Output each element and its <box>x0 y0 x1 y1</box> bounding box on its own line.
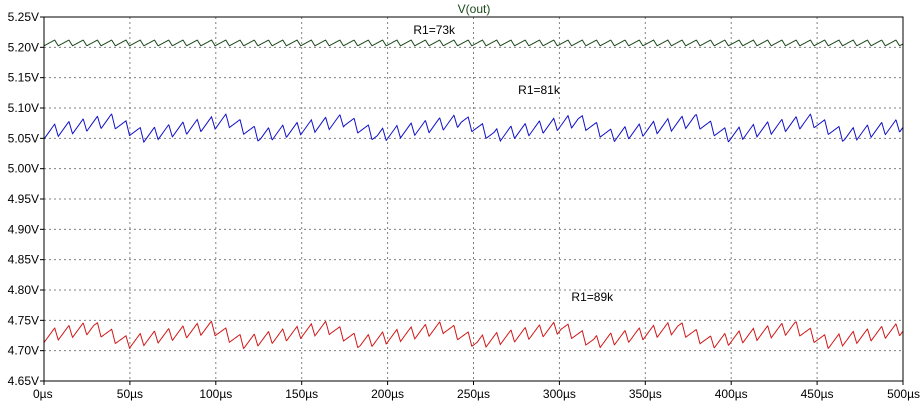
y-tick-label: 4.75V <box>8 313 39 327</box>
y-tick-label: 4.70V <box>8 344 39 358</box>
x-tick-label: 450µs <box>801 387 834 401</box>
x-tick-label: 500µs <box>887 387 920 401</box>
series-layer <box>43 39 904 350</box>
x-tick-label: 350µs <box>629 387 662 401</box>
series-annotation: R1=73k <box>413 23 456 37</box>
chart-title: V(out) <box>458 2 491 16</box>
grid <box>43 16 904 382</box>
series-line-1 <box>43 39 904 47</box>
y-tick-label: 4.80V <box>8 283 39 297</box>
x-tick-label: 0µs <box>33 387 53 401</box>
y-tick-label: 5.05V <box>8 131 39 145</box>
y-tick-label: 4.95V <box>8 192 39 206</box>
y-axis-ticks: 5.25V 5.20V 5.15V 5.10V 5.05V 5.00V 4.95V 4.90V… <box>8 10 44 388</box>
x-tick-label: 150µs <box>285 387 318 401</box>
x-tick-label: 400µs <box>715 387 748 401</box>
x-tick-label: 250µs <box>457 387 490 401</box>
y-tick-label: 4.65V <box>8 374 39 388</box>
y-tick-label: 4.90V <box>8 222 39 236</box>
y-tick-label: 5.25V <box>8 10 39 24</box>
x-tick-label: 50µs <box>117 387 143 401</box>
y-tick-label: 5.00V <box>8 162 39 176</box>
x-tick-label: 300µs <box>543 387 576 401</box>
annotations: R1=73k R1=81k R1=89k <box>413 23 614 304</box>
y-tick-label: 5.15V <box>8 71 39 85</box>
y-tick-label: 5.10V <box>8 101 39 115</box>
series-line-3 <box>43 320 904 350</box>
x-axis-ticks: 0µs 50µs 100µs 150µs 200µs 250µs 300µs 350µs 400… <box>33 381 920 401</box>
y-tick-label: 4.85V <box>8 253 39 267</box>
x-tick-label: 200µs <box>371 387 404 401</box>
x-tick-label: 100µs <box>199 387 232 401</box>
series-annotation: R1=81k <box>518 83 561 97</box>
series-line-2 <box>43 113 904 144</box>
y-tick-label: 5.20V <box>8 40 39 54</box>
series-annotation: R1=89k <box>571 290 614 304</box>
